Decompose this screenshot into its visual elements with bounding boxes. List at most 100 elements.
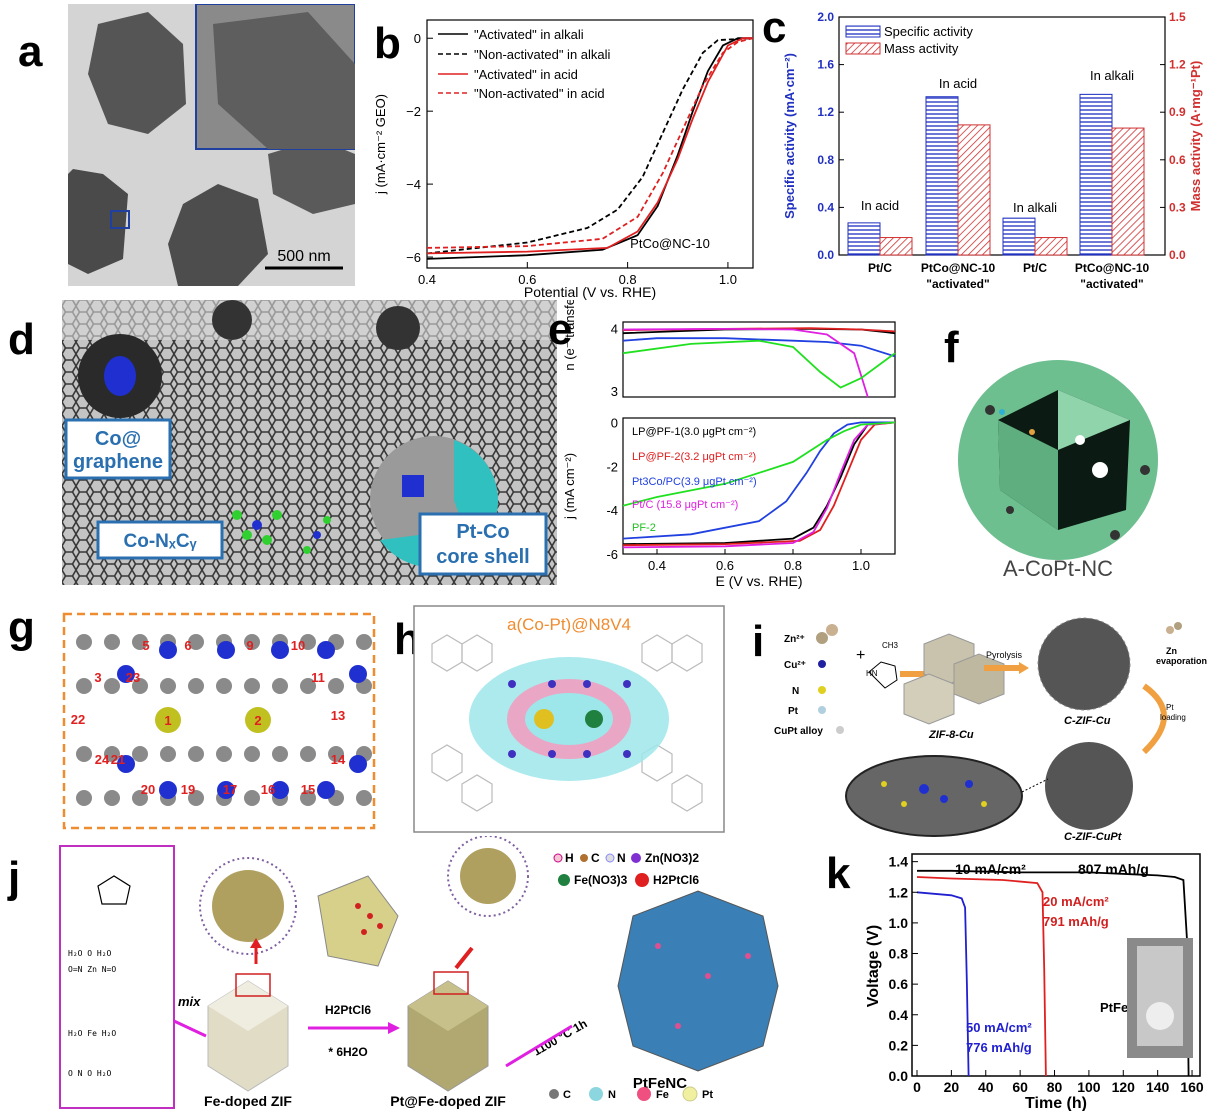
e-top-series-4 (622, 339, 896, 389)
i-label-zif8cu: ZIF-8-Cu (928, 729, 974, 741)
c-annotation-1: In acid (939, 76, 977, 91)
svg-text:O=N Zn N=O: O=N Zn N=O (68, 965, 116, 974)
j-legend-pt: H2PtCl6 (653, 873, 699, 887)
b-series-0 (426, 37, 753, 260)
c-bar-mass-1 (957, 124, 991, 256)
g-atom-label-16: 22 (71, 712, 85, 727)
k-ytick-7: 1.4 (889, 854, 909, 870)
panel-b-chart: 0.4 0.6 0.8 1.0 0 −2 −4 −6 Potential (V vs. RH… (360, 0, 760, 300)
j-step-1100c: 1100 °C 1h (531, 1016, 590, 1058)
j-legend-b-c: C (563, 1089, 571, 1101)
b-ytick-3: −6 (406, 250, 421, 265)
c-bar-specific-1 (925, 96, 959, 256)
h-title: a(Co-Pt)@N8V4 (507, 615, 631, 634)
e-bottom-series-1 (622, 421, 896, 547)
panel-h-structure: a(Co-Pt)@N8V4 (412, 604, 727, 836)
e-bottom-series-2 (622, 421, 895, 540)
k-ytick-4: 0.8 (889, 946, 909, 962)
panel-label-a: a (18, 27, 43, 76)
g-atom-label-2: 3 (94, 670, 101, 685)
e-ytick-top-0: 3 (611, 384, 618, 399)
k-xtick-2: 40 (978, 1079, 994, 1095)
b-annotation: PtCo@NC-10 (630, 236, 710, 251)
g-atom-label-4: 6 (184, 638, 191, 653)
b-series-1 (426, 37, 754, 255)
synthesis-scheme-j: H₂O O H₂O O=N Zn N=O H₂O Fe H₂O O N O H₂… (59, 835, 779, 1109)
i-legend-zn: Zn²⁺ (784, 634, 805, 645)
c-ytick-left-5: 2.0 (817, 10, 834, 24)
k-xtick-0: 0 (913, 1079, 921, 1095)
b-series-3 (426, 37, 754, 249)
i-legend-n: N (792, 686, 799, 697)
panel-f-illustration: A-CoPt-NC (930, 360, 1190, 590)
k-ytick-3: 0.6 (889, 976, 909, 992)
j-legend-zn: Zn(NO3)2 (645, 851, 699, 865)
g-atom-label-3: 5 (142, 638, 149, 653)
i-legend-cupt: CuPt alloy (774, 726, 823, 737)
b-ytick-2: −4 (406, 177, 421, 192)
g-atom-label-9: 14 (331, 752, 346, 767)
k-ytick-5: 1.0 (889, 915, 909, 931)
panel-label-d: d (8, 315, 35, 364)
c-xtick-1: PtCo@NC-10 (921, 261, 996, 275)
j-legend-n: N (617, 851, 626, 865)
svg-text:H₂O O H₂O: H₂O O H₂O (68, 949, 112, 958)
j-legend-b-pt: Pt (702, 1089, 713, 1101)
c-bar-specific-3 (1079, 93, 1113, 256)
hollow-sphere-illustration: A-CoPt-NC (958, 360, 1158, 581)
k-ytick-1: 0.2 (889, 1037, 909, 1053)
g-atom-label-12: 17 (223, 782, 237, 797)
e-legend-5: PF-2 (632, 522, 656, 534)
e-ytick-bottom-1: -2 (606, 459, 618, 474)
scalebar-label: 500 nm (277, 248, 330, 265)
b-legend: "Activated" in alkali "Non-activated" in… (438, 27, 611, 101)
j-legend-h: H (565, 851, 574, 865)
panel-b-svg: 0.4 0.6 0.8 1.0 0 −2 −4 −6 Potential (V vs. RH… (373, 19, 754, 300)
d-label-coreshell: core shell (436, 546, 529, 568)
c-xtick2-1: "activated" (926, 277, 989, 291)
svg-text:+: + (856, 647, 865, 664)
g-atom-label-8: 13 (331, 708, 345, 723)
c-ytick-left-3: 1.2 (817, 105, 834, 119)
g-atom-label-17: 23 (126, 670, 140, 685)
panel-k-svg: 0 20 40 60 80 100 120 140 160 0.0 0.2 0.4 0.6 0.8 1.0 1… (865, 853, 1204, 1112)
i-ch3: CH3 (882, 641, 899, 650)
d-label-co: Co@ (95, 428, 141, 450)
c-xtick-2: Pt/C (1023, 261, 1047, 275)
c-bar-mass-3 (1111, 127, 1145, 256)
j-legend-fe: Fe(NO3)3 (574, 873, 628, 887)
panel-d-illustration: Co@ graphene Co-NₓCᵧ Pt-Co core shell (62, 300, 557, 585)
tem-micrograph: 500 nm (68, 3, 356, 286)
j-legend-b-n: N (608, 1089, 616, 1101)
i-label-czifcu: C-ZIF-Cu (1064, 715, 1111, 727)
k-ytick-2: 0.4 (889, 1007, 909, 1023)
e-top-series-3 (622, 327, 869, 398)
e-legend-1: LP@PF-1(3.0 μgPt cm⁻²) (632, 426, 756, 438)
panel-c-svg: 0.0 0.4 0.8 1.2 1.6 2.0 0.0 0.3 0.6 0.9 1.2 1.5 Pt… (782, 10, 1203, 291)
j-step-6h2o: * 6H2O (328, 1045, 367, 1059)
c-ytick-left-1: 0.4 (817, 200, 834, 214)
e-legend-3: Pt3Co/PC(3.9 μgPt cm⁻²) (632, 476, 757, 488)
j-legend-b-fe: Fe (656, 1089, 669, 1101)
b-xtick-1: 0.6 (518, 272, 536, 287)
k-ytick-0: 0.0 (889, 1068, 909, 1084)
c-ytick-right-5: 1.5 (1169, 10, 1186, 24)
i-arrow-pyrolysis: Pyrolysis (986, 650, 1023, 660)
c-bar-mass-0 (879, 237, 913, 256)
g-atom-label-11: 16 (261, 782, 275, 797)
panel-label-c: c (762, 3, 787, 52)
e-top-series-2 (622, 337, 896, 358)
i-methyl: HN (866, 669, 878, 678)
c-xtick-0: Pt/C (868, 261, 892, 275)
b-ylabel: j (mA·cm⁻² GEO) (373, 94, 388, 195)
g-atom-label-10: 15 (301, 782, 315, 797)
atomic-structure-g: 3 5 6 9 10 11 13 14 15 16 17 19 20 21 22 23 24 1 2 (62, 612, 376, 830)
e-xlabel: E (V vs. RHE) (715, 573, 802, 589)
j-legend-c: C (591, 851, 600, 865)
j-label-fezif: Fe-doped ZIF (204, 1093, 292, 1109)
b-ytick-0: 0 (414, 31, 421, 46)
k-annot-807: 807 mAh/g (1078, 861, 1149, 877)
b-legend-2: "Non-activated" in alkali (474, 47, 611, 62)
k-annot-776: 776 mAh/g (966, 1040, 1032, 1055)
panel-label-e: e (548, 305, 573, 354)
